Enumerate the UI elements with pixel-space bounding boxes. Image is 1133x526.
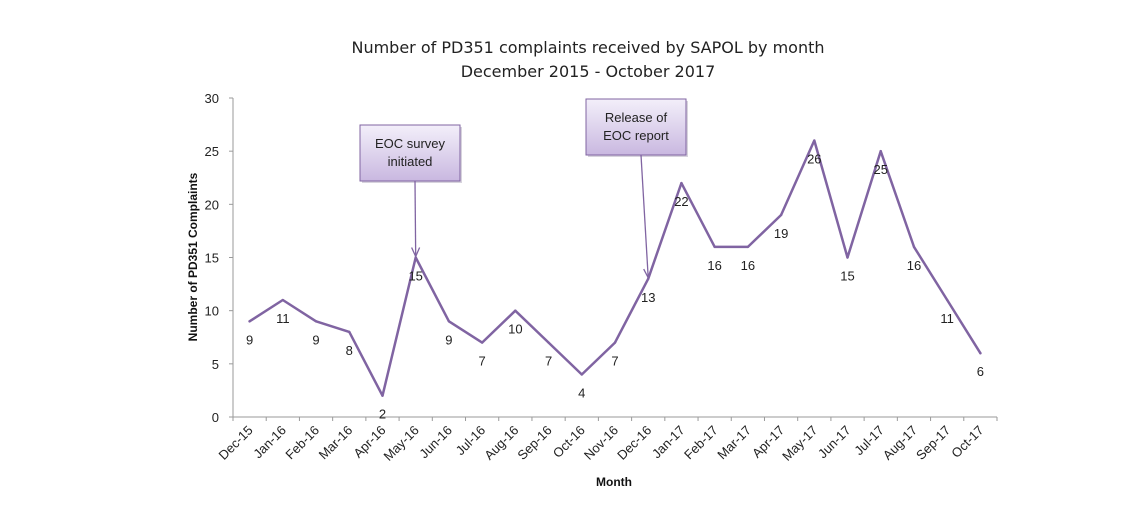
x-tick-label: Oct-16 <box>550 423 588 461</box>
x-tick-label: Oct-17 <box>948 423 986 461</box>
data-point <box>945 298 949 302</box>
callout-text: EOC report <box>603 128 669 143</box>
y-tick-label: 0 <box>212 410 219 425</box>
x-tick-label: Feb-17 <box>681 423 721 463</box>
data-point <box>348 330 351 334</box>
x-axis: Dec-15Jan-16Feb-16Mar-16Apr-16May-16Jun-… <box>215 416 998 464</box>
annotation-callout: EOC survey initiated <box>359 124 462 259</box>
data-label: 7 <box>479 354 486 369</box>
data-label: 7 <box>611 354 618 369</box>
x-axis-title: Month <box>596 475 632 489</box>
x-tick-label: Sep-16 <box>514 423 554 463</box>
data-point <box>779 213 783 217</box>
data-point <box>879 149 882 153</box>
callout-arrow <box>414 180 417 257</box>
y-tick-label: 10 <box>205 304 219 319</box>
x-tick-label: Aug-16 <box>481 423 521 463</box>
data-point <box>746 245 750 249</box>
y-tick-label: 30 <box>205 91 219 106</box>
data-point <box>979 352 982 355</box>
y-tick-label: 20 <box>205 197 219 212</box>
data-point <box>547 341 550 344</box>
data-point <box>381 394 384 397</box>
x-tick-label: May-16 <box>381 423 422 464</box>
data-point <box>580 373 583 376</box>
data-point <box>813 139 816 142</box>
data-point <box>713 245 716 249</box>
data-label: 7 <box>545 354 552 369</box>
data-point <box>846 256 849 259</box>
x-tick-label: Sep-17 <box>913 423 953 463</box>
x-tick-label: Jun-17 <box>815 423 854 462</box>
x-tick-label: Jun-16 <box>416 423 455 462</box>
chart-subtitle: December 2015 - October 2017 <box>461 62 716 81</box>
data-label: 22 <box>674 194 688 209</box>
data-label: 25 <box>874 162 888 177</box>
annotation-callout: Release of EOC report <box>585 98 688 280</box>
x-tick-label: Mar-16 <box>316 423 356 463</box>
data-label: 4 <box>578 385 585 400</box>
data-point <box>314 320 318 323</box>
data-point <box>514 309 517 312</box>
data-point <box>680 181 683 185</box>
callout-arrowhead <box>411 247 421 259</box>
data-label: 15 <box>840 269 854 284</box>
data-label: 26 <box>807 152 821 167</box>
x-tick-label: Feb-16 <box>282 423 322 463</box>
data-point <box>248 320 251 323</box>
data-label: 9 <box>312 332 319 347</box>
data-point <box>447 320 451 323</box>
data-label: 11 <box>940 311 954 326</box>
data-point <box>613 341 617 344</box>
data-label: 2 <box>379 407 386 422</box>
annotations: EOC survey initiated Release of EOC report <box>359 98 688 280</box>
callout-text: initiated <box>388 154 433 169</box>
x-tick-label: Jan-17 <box>649 423 688 462</box>
data-label: 19 <box>774 226 788 241</box>
callout-text: Release of <box>605 110 668 125</box>
callout-box <box>359 124 461 182</box>
callout-arrowhead <box>643 268 653 280</box>
x-tick-label: Dec-16 <box>614 423 654 463</box>
data-label: 8 <box>346 343 353 358</box>
data-label: 16 <box>741 258 755 273</box>
y-axis-title: Number of PD351 Complaints <box>186 172 200 341</box>
chart-title: Number of PD351 complaints received by S… <box>351 38 824 57</box>
data-label: 16 <box>907 258 921 273</box>
callout-box <box>585 98 687 156</box>
data-label: 15 <box>408 269 422 284</box>
y-tick-label: 5 <box>212 357 219 372</box>
x-tick-label: Mar-17 <box>714 423 754 463</box>
y-tick-label: 15 <box>205 251 219 266</box>
data-label: 11 <box>276 311 290 326</box>
callout-text: EOC survey <box>375 136 446 151</box>
x-tick-label: Aug-17 <box>880 423 920 463</box>
data-label: 16 <box>707 258 721 273</box>
y-axis: 0 5 10 15 20 25 30 <box>205 91 234 425</box>
callout-arrow <box>640 154 649 278</box>
x-tick-label: May-17 <box>779 423 820 464</box>
x-tick-label: Nov-16 <box>581 423 621 463</box>
plot-area: 9 11 9 8 2 15 9 7 10 7 4 7 13 22 16 16 19 26 15 25 16 11 6 <box>246 139 984 422</box>
data-label: 6 <box>977 364 984 379</box>
data-label: 13 <box>641 290 655 305</box>
data-point <box>281 298 285 302</box>
data-point <box>480 341 484 344</box>
data-label: 9 <box>246 332 253 347</box>
y-tick-label: 25 <box>205 144 219 159</box>
data-label: 10 <box>508 322 522 337</box>
data-label: 9 <box>445 332 452 347</box>
data-point <box>912 245 916 249</box>
x-tick-label: Jan-16 <box>250 423 289 462</box>
x-tick-label: Dec-15 <box>215 423 255 463</box>
